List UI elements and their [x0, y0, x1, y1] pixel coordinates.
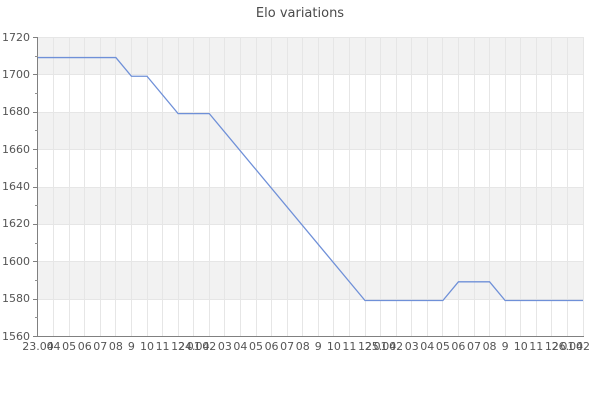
- x-tick-date-label: 23.04: [22, 340, 54, 353]
- y-tick-label: 1580: [2, 292, 30, 306]
- y-minor-tick-mark: [35, 279, 38, 281]
- plot-band: [38, 111, 584, 150]
- x-tick-hour-label: 9: [127, 340, 135, 353]
- x-tick-date-label: 26.04: [551, 340, 584, 353]
- y-tick-label: 1640: [2, 180, 30, 193]
- y-minor-tick-mark: [35, 130, 38, 132]
- x-tick-hour-label: 01: [560, 340, 575, 353]
- y-tick-label: 1560: [2, 329, 30, 343]
- plot-band: [38, 298, 584, 336]
- y-major-tick-mark: [33, 298, 38, 300]
- y-tick-label: 1600: [2, 254, 30, 268]
- horizontal-gridline: [38, 149, 584, 151]
- y-tick-label: 1680: [2, 105, 30, 119]
- plot-band: [38, 223, 584, 262]
- y-major-tick-mark: [33, 74, 38, 76]
- horizontal-gridline: [38, 261, 584, 263]
- x-tick-hour-label: 06: [264, 340, 279, 353]
- y-minor-tick-mark: [35, 205, 38, 207]
- x-tick-hour-label: 10: [140, 340, 154, 353]
- x-tick-hour-label: 05: [435, 340, 450, 353]
- y-tick-label: 1720: [2, 30, 30, 44]
- chart-title: Elo variations: [255, 6, 345, 21]
- x-tick-hour-label: 07: [93, 340, 108, 353]
- x-tick-hour-label: 02: [202, 340, 217, 353]
- x-tick-hour-label: 04: [46, 340, 61, 353]
- x-axis-line: [37, 336, 584, 337]
- horizontal-gridline: [38, 186, 584, 188]
- x-tick-hour-label: 02: [389, 340, 404, 353]
- x-tick-hour-label: 01: [373, 340, 388, 353]
- y-major-tick-mark: [33, 261, 38, 263]
- x-tick-hour-label: 04: [420, 340, 435, 353]
- x-tick-hour-label: 01: [186, 340, 201, 353]
- y-major-tick-mark: [33, 186, 38, 188]
- x-tick-hour-label: 9: [501, 340, 509, 353]
- plot-area: [38, 37, 584, 336]
- plot-band: [38, 37, 584, 75]
- y-major-tick-mark: [33, 111, 38, 113]
- y-tick-label: 1700: [2, 67, 30, 81]
- x-tick-hour-label: 04: [233, 340, 248, 353]
- y-minor-tick-mark: [35, 242, 38, 244]
- y-major-tick-mark: [33, 37, 38, 38]
- horizontal-gridline: [38, 298, 584, 300]
- horizontal-gridline: [38, 74, 584, 76]
- x-tick-hour-label: 06: [451, 340, 466, 353]
- x-tick-hour-label: 06: [77, 340, 92, 353]
- x-tick-hour-label: 05: [62, 340, 77, 353]
- y-major-tick-mark: [33, 223, 38, 225]
- plot-band: [38, 261, 584, 299]
- y-tick-label: 1620: [2, 217, 30, 231]
- x-tick-date-label: 25.04: [364, 340, 397, 353]
- x-tick-hour-label: 11: [155, 340, 170, 353]
- x-tick-hour-label: 10: [326, 340, 341, 353]
- x-tick-hour-label: 12: [171, 340, 186, 353]
- x-tick-hour-label: 08: [482, 340, 497, 353]
- x-tick-hour-label: 11: [342, 340, 357, 353]
- x-tick-hour-label: 03: [217, 340, 232, 353]
- plot-band: [38, 74, 584, 112]
- x-tick-hour-label: 07: [280, 340, 295, 353]
- x-tick-hour-label: 08: [108, 340, 123, 353]
- y-minor-tick-mark: [35, 167, 38, 169]
- x-tick-hour-label: 08: [295, 340, 310, 353]
- x-tick-hour-label: 12: [358, 340, 372, 353]
- plot-band: [38, 149, 584, 187]
- y-minor-tick-mark: [35, 317, 38, 319]
- y-tick-label: 1660: [2, 142, 30, 156]
- plot-band: [38, 186, 584, 224]
- x-tick-hour-label: 10: [513, 340, 528, 353]
- y-major-tick-mark: [33, 336, 38, 337]
- y-minor-tick-mark: [35, 55, 38, 57]
- y-minor-tick-mark: [35, 93, 38, 95]
- x-tick-hour-label: 12: [544, 340, 559, 353]
- x-tick-hour-label: 9: [314, 340, 322, 353]
- x-tick-hour-label: 02: [576, 340, 590, 353]
- horizontal-gridline: [38, 223, 584, 225]
- x-tick-hour-label: 07: [467, 340, 481, 353]
- elo-series-svg: [38, 56, 583, 302]
- horizontal-gridline: [38, 111, 584, 113]
- x-tick-hour-label: 05: [249, 340, 263, 353]
- x-tick-hour-label: 03: [404, 340, 419, 353]
- x-tick-hour-label: 11: [529, 340, 544, 353]
- elo-line: [38, 56, 583, 302]
- x-tick-date-label: 24.04: [177, 340, 210, 353]
- y-major-tick-mark: [33, 149, 38, 151]
- horizontal-gridline: [38, 37, 584, 38]
